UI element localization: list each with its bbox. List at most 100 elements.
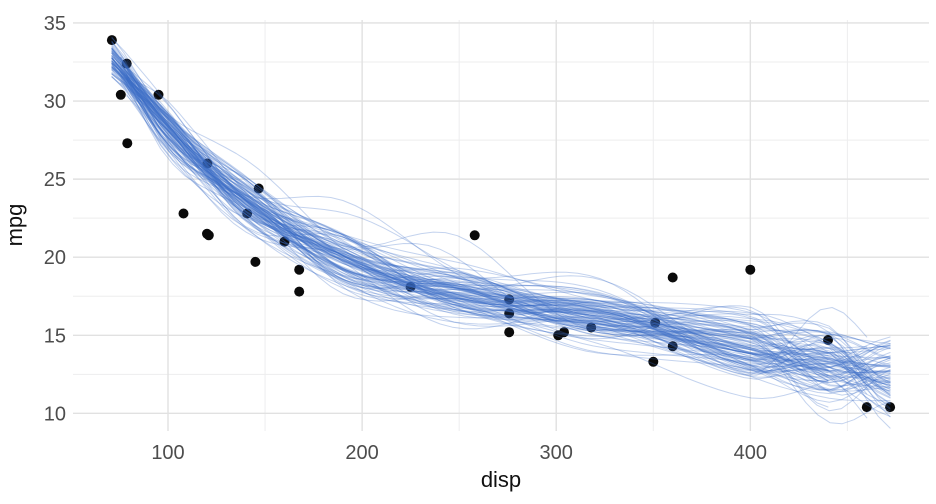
data-point [648,356,659,367]
smooth-curve [111,73,891,392]
y-tick-label: 15 [44,325,66,347]
smooth-curve [111,66,891,404]
y-tick-label: 35 [44,13,66,35]
smooth-curve [111,47,891,392]
smooth-curve [111,69,891,412]
smooth-curve [111,60,829,372]
smooth-curve [111,36,891,381]
smooth-curve [111,51,891,365]
data-point [178,208,189,219]
smooth-curve [111,57,891,390]
data-point [469,230,480,241]
smooth-curve [111,37,891,373]
smooth-curve [126,73,891,377]
smooth-curve [126,76,891,377]
smooth-curve [111,50,891,378]
smooth-curve [126,79,891,393]
smooth-curve [111,40,891,387]
smooth-curve [111,47,891,359]
gridlines-major [73,20,929,431]
data-point [115,89,126,100]
smooth-curve [111,58,868,369]
data-point [242,208,253,219]
data-point [745,264,756,275]
data-point [504,327,515,338]
smooth-curve [111,55,868,369]
smooth-curve [111,61,891,367]
smooth-curve [111,57,891,384]
scatter-points-layer [106,35,896,413]
smooth-curve [111,73,891,374]
smooth-curve [120,82,868,419]
smooth-curve [111,68,891,386]
smooth-curve [111,76,891,368]
smooth-curve [126,65,868,375]
data-point [667,272,678,283]
smooth-curve [111,54,868,349]
smooth-curve [111,58,891,359]
smooth-curve [126,75,891,387]
smooth-curve [126,94,829,399]
data-point [202,158,213,169]
smooth-curve [111,60,868,392]
y-axis-tick-labels: 10 15 20 25 30 35 [44,13,66,425]
smooth-curve [111,61,891,391]
smooth-curve [111,47,891,368]
data-point [405,281,416,292]
smooth-curve [111,58,891,376]
y-tick-label: 10 [44,403,66,425]
y-axis-title: mpg [2,204,27,247]
smooth-curve [111,52,891,379]
smooth-curve [120,56,829,381]
smooth-curve [111,66,891,396]
smooth-curve [111,63,891,398]
smooth-curve [111,43,891,409]
smooth-curve [111,48,868,393]
smooth-curve [126,95,891,391]
data-point [253,183,264,194]
data-point [203,230,214,241]
smooth-curve [111,57,891,369]
smooth-curve [111,69,891,367]
smooth-curve [111,68,829,355]
x-tick-label: 100 [151,442,184,464]
data-point [106,35,117,46]
smooth-curve [111,50,891,386]
smooth-curve [111,75,891,379]
smooth-curve [111,52,891,367]
smooth-curve [126,70,868,389]
smooth-curve [111,62,891,384]
smooth-curve [126,61,891,388]
smooth-curve [111,45,891,412]
smooth-curve [111,65,891,405]
smooth-curve [111,62,891,418]
smooth-curve [111,52,891,417]
smooth-curve [111,58,891,374]
smooth-curve [111,50,829,382]
y-tick-label: 20 [44,247,66,269]
data-point [861,402,872,413]
smooth-curve [111,51,829,372]
data-point [586,322,597,333]
data-point [294,264,305,275]
smooth-curve [126,77,891,391]
smooth-curve [111,57,891,399]
smooth-curve [111,62,891,388]
data-point [823,335,833,345]
smooth-curve [111,48,829,384]
smooth-curve [111,73,868,395]
smooth-curve [111,64,891,360]
smooth-curve [126,78,891,410]
smooth-curve [111,48,868,386]
smooth-curves-layer [111,36,891,429]
data-point [504,308,515,319]
smooth-curve [120,74,891,425]
smooth-curve [111,55,891,380]
smooth-curve [111,67,829,368]
data-point [250,256,261,267]
smooth-curve [120,80,891,397]
smooth-curve [126,81,829,408]
smooth-curve [111,55,891,364]
data-point [885,402,896,413]
